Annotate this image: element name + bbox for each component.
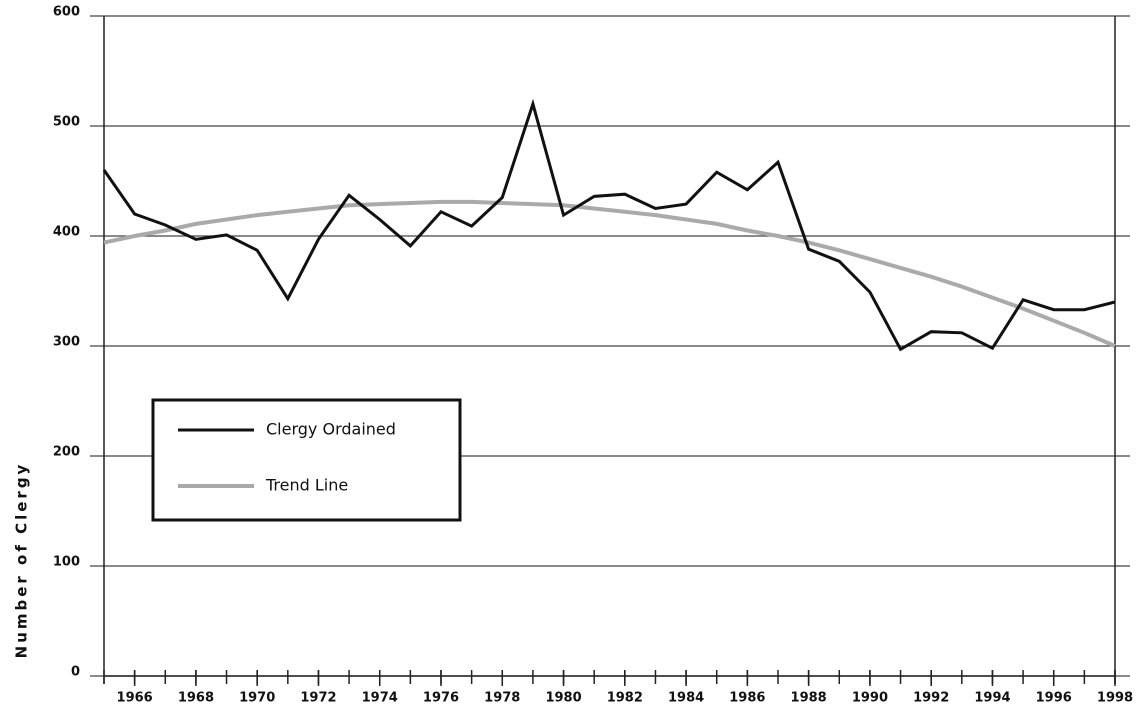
x-tick-label: 1988 [791, 691, 827, 706]
x-tick-label: 1976 [423, 691, 459, 706]
x-tick-label: 1982 [607, 691, 643, 706]
x-tick-label: 1992 [913, 691, 949, 706]
x-tick-label: 1998 [1097, 691, 1133, 706]
y-tick-label: 300 [53, 335, 80, 350]
x-tick-label: 1968 [178, 691, 214, 706]
legend-label: Trend Line [265, 476, 348, 495]
y-tick-label: 600 [53, 5, 80, 20]
x-tick-label: 1996 [1036, 691, 1072, 706]
legend-label: Clergy Ordained [266, 420, 396, 439]
x-tick-label: 1972 [300, 691, 336, 706]
x-tick-label: 1978 [484, 691, 520, 706]
x-tick-label: 1974 [362, 691, 398, 706]
y-axis-label: Number of Clergy [13, 462, 31, 659]
series-line [102, 98, 1116, 352]
y-tick-label: 0 [71, 665, 80, 680]
y-tick-label: 100 [53, 555, 80, 570]
legend-box [151, 398, 462, 522]
y-tick-label: 200 [53, 445, 80, 460]
x-tick-label: 1984 [668, 691, 704, 706]
x-tick-label: 1994 [974, 691, 1010, 706]
x-tick-label: 1970 [239, 691, 275, 706]
y-tick-label: 500 [53, 115, 80, 130]
x-tick-label: 1986 [729, 691, 765, 706]
y-tick-label: 400 [53, 225, 80, 240]
x-tick-label: 1966 [117, 691, 153, 706]
x-tick-label: 1980 [545, 691, 581, 706]
x-tick-label: 1990 [852, 691, 888, 706]
series-line [103, 199, 1116, 348]
